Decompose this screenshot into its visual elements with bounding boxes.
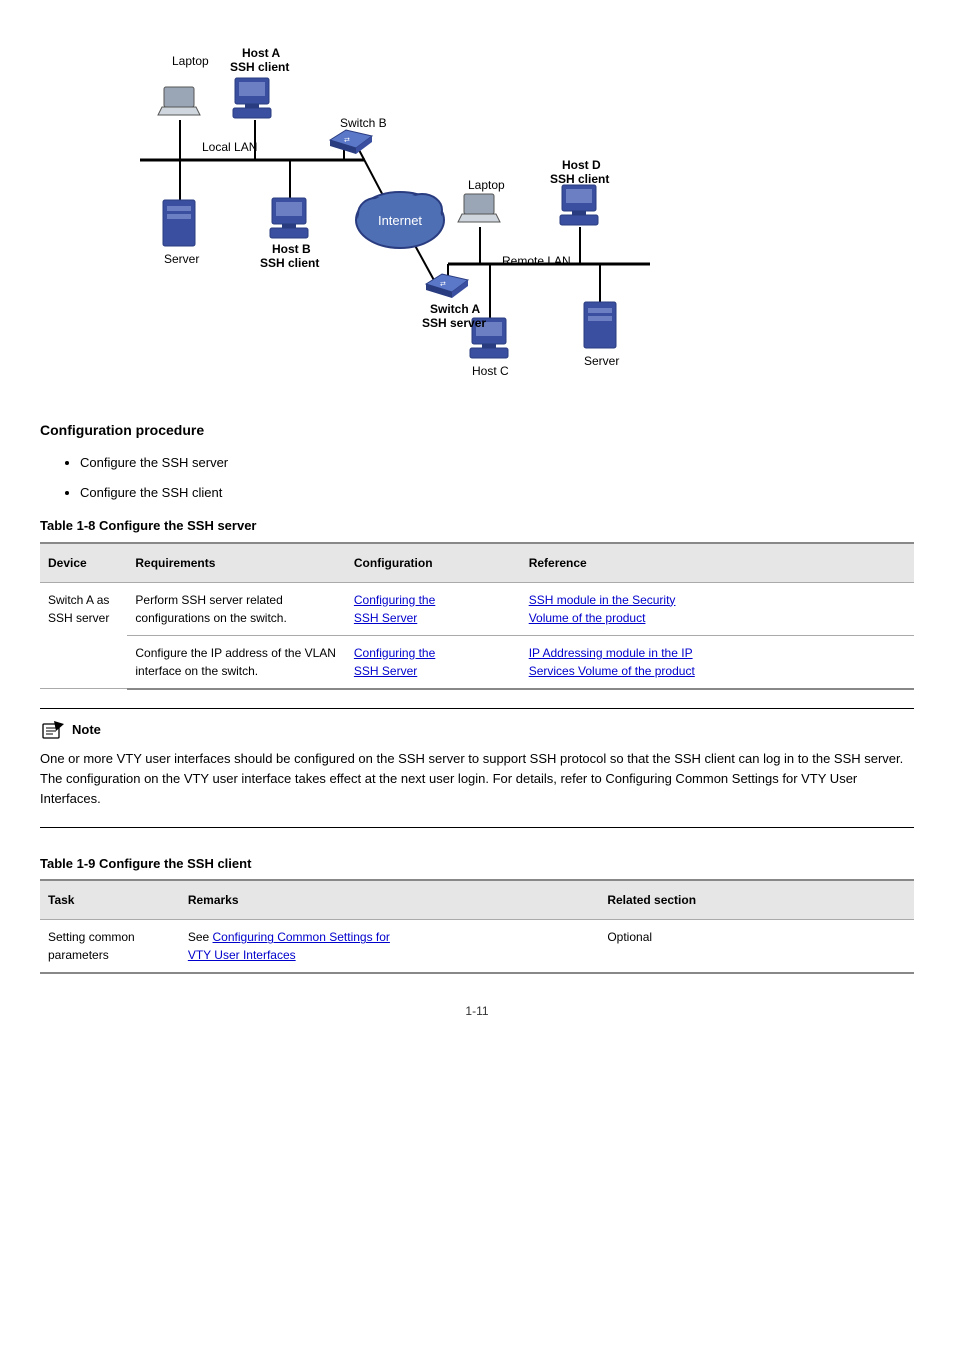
cell-ref: SSH module in the Security Volume of the… bbox=[521, 582, 914, 635]
link-ssh-server[interactable]: SSH Server bbox=[354, 611, 417, 625]
label-remote-lan: Remote LAN bbox=[502, 252, 571, 270]
config-bullet-list: Configure the SSH server Configure the S… bbox=[40, 453, 914, 502]
svg-text:Internet: Internet bbox=[378, 213, 422, 228]
link-config-common-1[interactable]: Configuring Common Settings for bbox=[213, 930, 390, 944]
remarks-prefix: See bbox=[188, 930, 213, 944]
th-task: Task bbox=[40, 880, 180, 920]
label-host-c: Host C bbox=[472, 362, 509, 380]
label-server-left: Server bbox=[164, 250, 199, 268]
label-local-lan: Local LAN bbox=[202, 138, 257, 156]
table-caption-1-9: Table 1-9 Configure the SSH client bbox=[40, 854, 914, 874]
note-header: Note bbox=[40, 719, 914, 741]
label-host-d-2: SSH client bbox=[550, 170, 609, 188]
table-row: Setting common parameters See Configurin… bbox=[40, 920, 914, 974]
page-number: 1-11 bbox=[40, 1002, 914, 1020]
note-label: Note bbox=[72, 720, 101, 740]
bullet-ssh-client: Configure the SSH client bbox=[80, 483, 914, 503]
note-body: One or more VTY user interfaces should b… bbox=[40, 749, 914, 809]
note-icon bbox=[40, 719, 66, 741]
link-configuring-the[interactable]: Configuring the bbox=[354, 593, 435, 607]
cell-ref: IP Addressing module in the IP Services … bbox=[521, 635, 914, 689]
label-switch-a-2: SSH server bbox=[422, 314, 486, 332]
label-server-right: Server bbox=[584, 352, 619, 370]
th-remarks: Remarks bbox=[180, 880, 600, 920]
svg-text:⇄: ⇄ bbox=[344, 137, 350, 144]
svg-text:⇄: ⇄ bbox=[440, 281, 446, 288]
table-row: Switch A as SSH server Perform SSH serve… bbox=[40, 582, 914, 635]
label-host-a-2: SSH client bbox=[230, 58, 289, 76]
label-switch-b: Switch B bbox=[340, 114, 387, 132]
cell-related: Optional bbox=[599, 920, 914, 974]
diagram-svg: ⇄ Internet ⇄ bbox=[130, 30, 670, 400]
table-row: Configure the IP address of the VLAN int… bbox=[40, 635, 914, 689]
link-configuring-the-2[interactable]: Configuring the bbox=[354, 646, 435, 660]
link-ip-addressing[interactable]: IP Addressing module in the IP bbox=[529, 646, 693, 660]
note-top-rule bbox=[40, 708, 914, 709]
th-reference: Reference bbox=[521, 543, 914, 583]
cell-remarks: See Configuring Common Settings for VTY … bbox=[180, 920, 600, 974]
link-ssh-module[interactable]: SSH module in the Security bbox=[529, 593, 676, 607]
table-ssh-server-config: Device Requirements Configuration Refere… bbox=[40, 542, 914, 690]
label-laptop-left: Laptop bbox=[172, 52, 209, 70]
th-related: Related section bbox=[599, 880, 914, 920]
link-services-vol[interactable]: Services Volume of the product bbox=[529, 664, 695, 678]
section-title-config-procedure: Configuration procedure bbox=[40, 420, 914, 441]
th-configuration: Configuration bbox=[346, 543, 521, 583]
cell-task: Setting common parameters bbox=[40, 920, 180, 974]
cell-req: Configure the IP address of the VLAN int… bbox=[127, 635, 346, 689]
link-ssh-server-2[interactable]: SSH Server bbox=[354, 664, 417, 678]
note-block: Note One or more VTY user interfaces sho… bbox=[40, 719, 914, 809]
bullet-ssh-server: Configure the SSH server bbox=[80, 453, 914, 473]
label-laptop-right: Laptop bbox=[468, 176, 505, 194]
cell-conf: Configuring the SSH Server bbox=[346, 635, 521, 689]
th-device: Device bbox=[40, 543, 127, 583]
cell-device: Switch A as SSH server bbox=[40, 582, 127, 689]
cell-req: Perform SSH server related configuration… bbox=[127, 582, 346, 635]
table-caption-1-8: Table 1-8 Configure the SSH server bbox=[40, 516, 914, 536]
table-ssh-client-config: Task Remarks Related section Setting com… bbox=[40, 879, 914, 974]
link-config-common-2[interactable]: VTY User Interfaces bbox=[188, 948, 296, 962]
cell-conf: Configuring the SSH Server bbox=[346, 582, 521, 635]
th-requirements: Requirements bbox=[127, 543, 346, 583]
label-host-b-2: SSH client bbox=[260, 254, 319, 272]
link-volume[interactable]: Volume of the product bbox=[529, 611, 646, 625]
network-diagram: ⇄ Internet ⇄ bbox=[130, 30, 670, 400]
